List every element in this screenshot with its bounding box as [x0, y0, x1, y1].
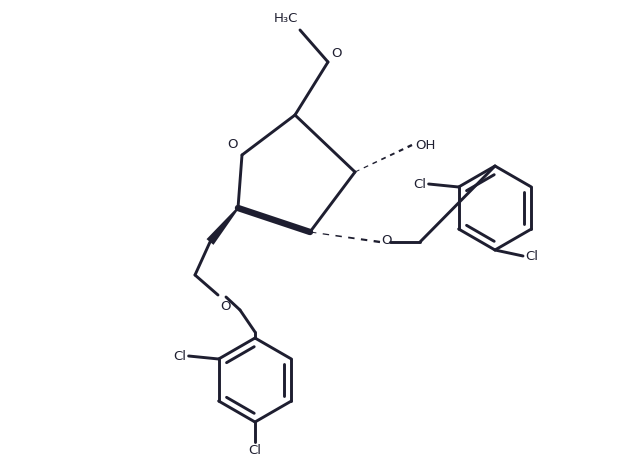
Text: O: O [227, 138, 238, 151]
Text: OH: OH [415, 139, 435, 151]
Text: O: O [220, 300, 230, 313]
Text: O: O [331, 47, 342, 60]
Text: Cl: Cl [525, 250, 538, 263]
Text: Cl: Cl [173, 350, 187, 362]
Text: H₃C: H₃C [274, 12, 298, 25]
Text: O: O [381, 234, 392, 246]
Text: Cl: Cl [248, 444, 262, 457]
Polygon shape [207, 207, 239, 245]
Text: Cl: Cl [413, 178, 427, 190]
